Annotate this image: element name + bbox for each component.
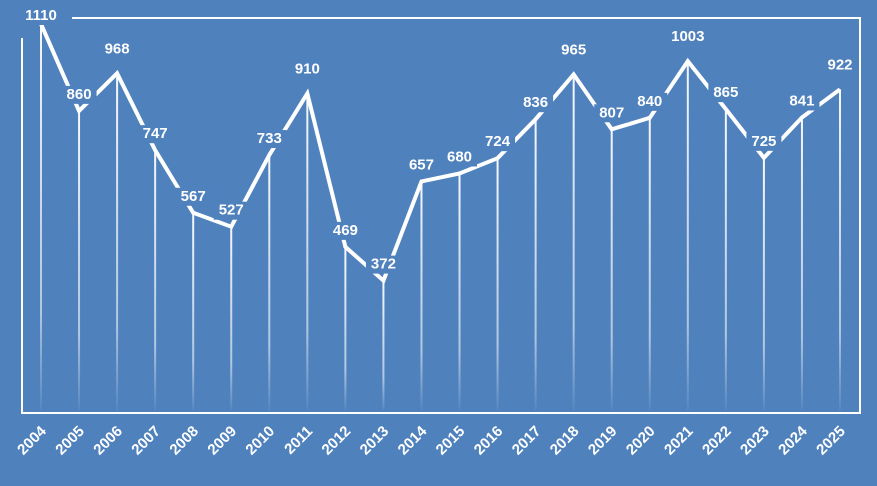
drop-line-2015 bbox=[458, 173, 461, 410]
data-label-bg-2015 bbox=[442, 148, 478, 167]
data-label-bg-2018 bbox=[556, 41, 592, 60]
drop-line-2014 bbox=[420, 181, 423, 410]
data-label-bg-2025 bbox=[822, 56, 858, 75]
x-axis-tick-labels: 2004 2005 2006 2007 2008 2009 2010 2011 2012 2013… bbox=[14, 422, 849, 458]
drop-line-2016 bbox=[496, 158, 499, 410]
series-line bbox=[39, 23, 842, 285]
data-label-2019: 807 bbox=[599, 104, 624, 121]
data-label-2007: 747 bbox=[143, 125, 168, 142]
data-label-2021: 1003 bbox=[671, 28, 704, 45]
drop-line-2012 bbox=[344, 246, 347, 410]
x-tick-label-2011: 2011 bbox=[281, 423, 316, 458]
drop-line-2020 bbox=[648, 117, 651, 411]
data-label-bg-2022 bbox=[708, 84, 744, 103]
data-label-2008: 567 bbox=[181, 188, 206, 205]
drop-line-2007 bbox=[154, 150, 157, 410]
data-label-2025: 922 bbox=[827, 56, 852, 73]
x-tick-label-2013: 2013 bbox=[357, 423, 393, 459]
drop-line-2009 bbox=[230, 226, 233, 410]
data-label-2020: 840 bbox=[637, 93, 662, 110]
series-polyline bbox=[39, 23, 842, 285]
x-tick-label-2004: 2004 bbox=[14, 422, 50, 458]
data-label-2010: 733 bbox=[257, 130, 282, 147]
data-label-2024: 841 bbox=[789, 92, 814, 109]
data-label-2015: 680 bbox=[447, 148, 472, 165]
data-label-bg-2014 bbox=[403, 156, 439, 175]
data-label-2023: 725 bbox=[751, 133, 776, 150]
data-label-2022: 865 bbox=[713, 84, 738, 101]
data-label-bg-2009 bbox=[213, 201, 249, 220]
data-label-bg-2010 bbox=[251, 130, 287, 149]
x-tick-label-2023: 2023 bbox=[737, 423, 773, 459]
drop-lines bbox=[40, 23, 841, 411]
data-label-2016: 724 bbox=[485, 133, 511, 150]
data-label-bg-2016 bbox=[480, 133, 516, 152]
x-tick-label-2012: 2012 bbox=[319, 423, 355, 459]
data-label-bg-2021 bbox=[665, 28, 710, 47]
data-label-2017: 836 bbox=[523, 94, 548, 111]
data-label-bg-2007 bbox=[137, 125, 173, 144]
data-label-bg-2019 bbox=[594, 104, 630, 123]
data-label-2012: 469 bbox=[333, 222, 358, 239]
data-labels: 1110 860 968 747 567 527 733 910 469 372 657 680 724… bbox=[19, 7, 858, 274]
x-tick-label-2007: 2007 bbox=[128, 423, 164, 459]
data-label-bg-2024 bbox=[784, 92, 820, 111]
x-tick-label-2017: 2017 bbox=[509, 423, 545, 459]
drop-line-2022 bbox=[724, 109, 727, 410]
x-tick-label-2024: 2024 bbox=[775, 422, 811, 458]
data-label-bg-2008 bbox=[175, 187, 211, 206]
data-label-bg-2011 bbox=[289, 60, 325, 79]
drop-line-2023 bbox=[762, 157, 765, 410]
x-tick-label-2005: 2005 bbox=[52, 423, 88, 459]
data-label-bg-2004 bbox=[19, 7, 63, 25]
x-tick-label-2019: 2019 bbox=[585, 423, 621, 459]
data-label-bg-2006 bbox=[99, 40, 135, 59]
drop-line-2017 bbox=[534, 119, 537, 410]
x-tick-label-2021: 2021 bbox=[661, 423, 697, 459]
data-label-bg-2023 bbox=[746, 132, 782, 151]
drop-line-2010 bbox=[268, 155, 271, 410]
data-label-2009: 527 bbox=[219, 202, 244, 219]
drop-line-2025 bbox=[839, 89, 841, 410]
data-label-bg-2005 bbox=[61, 85, 97, 104]
drop-line-2021 bbox=[686, 61, 689, 411]
drop-line-2004 bbox=[40, 23, 42, 410]
drop-line-2011 bbox=[306, 93, 309, 410]
x-tick-label-2015: 2015 bbox=[433, 423, 469, 459]
x-tick-label-2014: 2014 bbox=[395, 422, 431, 458]
x-tick-label-2008: 2008 bbox=[166, 423, 202, 459]
data-label-2013: 372 bbox=[371, 256, 396, 273]
data-label-bg-2017 bbox=[518, 94, 554, 113]
x-tick-label-2010: 2010 bbox=[242, 423, 278, 459]
drop-line-2005 bbox=[78, 110, 81, 410]
data-label-2005: 860 bbox=[67, 86, 92, 103]
data-label-2011: 910 bbox=[295, 60, 320, 77]
x-tick-label-2018: 2018 bbox=[547, 423, 583, 459]
data-label-2004: 1110 bbox=[25, 7, 57, 24]
drop-line-2008 bbox=[192, 212, 195, 410]
data-label-2006: 968 bbox=[105, 40, 130, 57]
x-tick-label-2025: 2025 bbox=[813, 423, 849, 459]
x-tick-label-2022: 2022 bbox=[699, 423, 735, 459]
drop-line-2013 bbox=[382, 280, 385, 410]
data-label-bg-2020 bbox=[632, 92, 668, 111]
data-label-bg-2013 bbox=[365, 255, 401, 274]
x-tick-label-2020: 2020 bbox=[623, 423, 659, 459]
plot-area-frame bbox=[21, 17, 861, 414]
x-tick-label-2009: 2009 bbox=[204, 423, 240, 459]
data-label-bg-2012 bbox=[327, 221, 363, 240]
drop-line-2019 bbox=[610, 129, 613, 410]
drop-line-2024 bbox=[800, 117, 803, 410]
data-label-2014: 657 bbox=[409, 156, 434, 173]
data-label-2018: 965 bbox=[561, 41, 586, 58]
x-tick-label-2006: 2006 bbox=[90, 423, 126, 459]
x-tick-label-2016: 2016 bbox=[471, 423, 507, 459]
drop-line-2006 bbox=[116, 73, 119, 410]
drop-line-2018 bbox=[572, 74, 575, 410]
